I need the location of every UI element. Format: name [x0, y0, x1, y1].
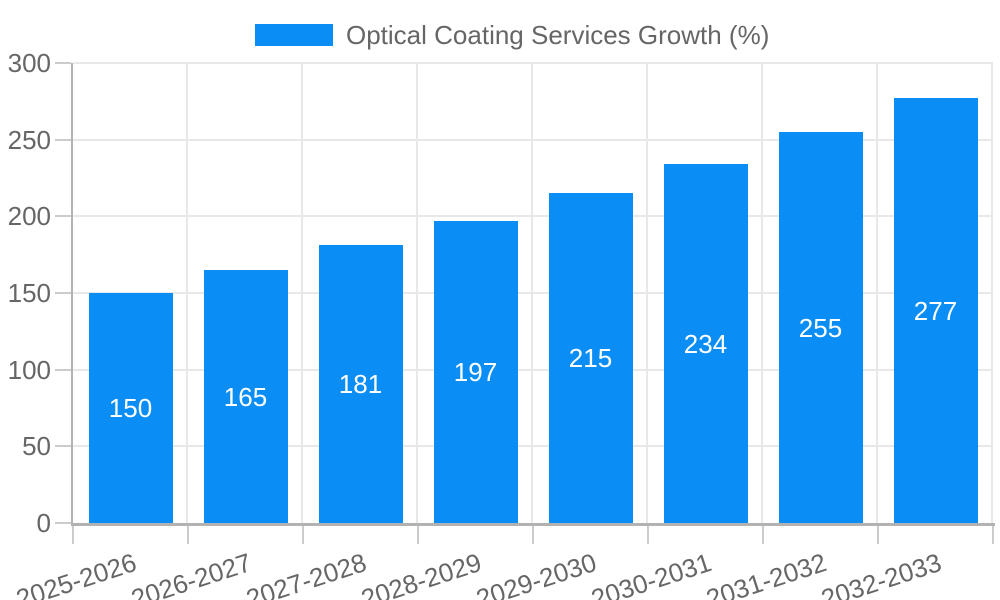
bar[interactable]	[318, 245, 403, 523]
x-axis-tick	[532, 526, 534, 544]
x-gridline	[876, 63, 878, 523]
bar-value-label: 197	[453, 356, 498, 387]
y-axis-tick	[55, 62, 71, 64]
bar-value-label: 215	[568, 343, 613, 374]
y-axis-tick-label: 200	[7, 201, 51, 232]
y-axis-line	[71, 63, 73, 525]
bar[interactable]	[778, 132, 863, 523]
bar-value-label: 277	[913, 295, 958, 326]
legend-item[interactable]: Optical Coating Services Growth (%)	[255, 21, 769, 49]
y-axis-tick	[55, 368, 71, 371]
x-gridline	[646, 63, 648, 523]
x-axis-tick	[72, 526, 74, 544]
y-gridline	[73, 62, 993, 64]
y-axis-tick-label: 100	[7, 354, 51, 385]
bar-value-label: 165	[223, 381, 268, 412]
x-axis-tick-label: 2032-2033	[816, 547, 945, 600]
x-gridline	[761, 63, 763, 523]
y-gridline	[73, 368, 993, 371]
x-axis-tick	[992, 526, 994, 544]
x-gridline	[416, 63, 418, 523]
y-axis-tick-label: 300	[7, 48, 51, 78]
bar-value-label: 255	[798, 312, 843, 343]
y-axis-tick-label: 50	[22, 431, 51, 462]
y-axis-tick	[55, 138, 71, 141]
x-axis-tick-label: 2026-2027	[126, 547, 255, 600]
x-axis-line	[71, 523, 995, 526]
y-gridline	[73, 215, 993, 218]
bar-value-label: 181	[338, 369, 383, 400]
x-axis-tick	[647, 526, 649, 544]
legend-label: Optical Coating Services Growth (%)	[346, 20, 770, 50]
bar[interactable]	[88, 293, 173, 523]
x-gridline	[301, 63, 303, 523]
y-gridline	[73, 292, 993, 294]
x-axis-tick-label: 2025-2026	[11, 547, 140, 600]
x-axis-tick	[302, 526, 304, 544]
x-axis-tick-label: 2028-2029	[356, 547, 485, 600]
x-axis-tick-label: 2029-2030	[471, 547, 600, 600]
y-axis-tick-label: 250	[7, 124, 51, 155]
y-axis-tick	[55, 215, 71, 218]
x-axis-tick	[417, 526, 419, 544]
plot-area: 0 50 100 150 200 250 300 150 2025-2026 165 2026-20…	[8, 49, 995, 600]
x-axis-tick-label: 2031-2032	[701, 547, 830, 600]
y-gridline	[73, 138, 993, 141]
x-gridline	[531, 63, 533, 523]
x-axis-tick	[762, 526, 764, 544]
y-axis-tick-label: 0	[36, 508, 51, 538]
bar-value-label: 234	[683, 328, 728, 359]
bar[interactable]	[663, 164, 748, 523]
y-axis-tick	[55, 292, 71, 294]
x-axis-tick	[187, 526, 189, 544]
bar[interactable]	[203, 270, 288, 523]
y-axis-tick-label: 150	[7, 278, 51, 308]
x-gridline	[991, 63, 993, 523]
bar-value-label: 150	[108, 393, 153, 423]
bar[interactable]	[433, 220, 518, 523]
legend-swatch	[255, 24, 333, 46]
bar[interactable]	[548, 193, 633, 523]
x-axis-tick-label: 2030-2031	[586, 547, 715, 600]
y-axis-tick	[55, 445, 71, 448]
y-axis-tick	[55, 522, 71, 524]
x-axis-tick-label: 2027-2028	[241, 547, 370, 600]
x-gridline	[186, 63, 188, 523]
bar[interactable]	[893, 98, 978, 523]
x-axis-tick	[877, 526, 879, 544]
y-gridline	[73, 445, 993, 448]
